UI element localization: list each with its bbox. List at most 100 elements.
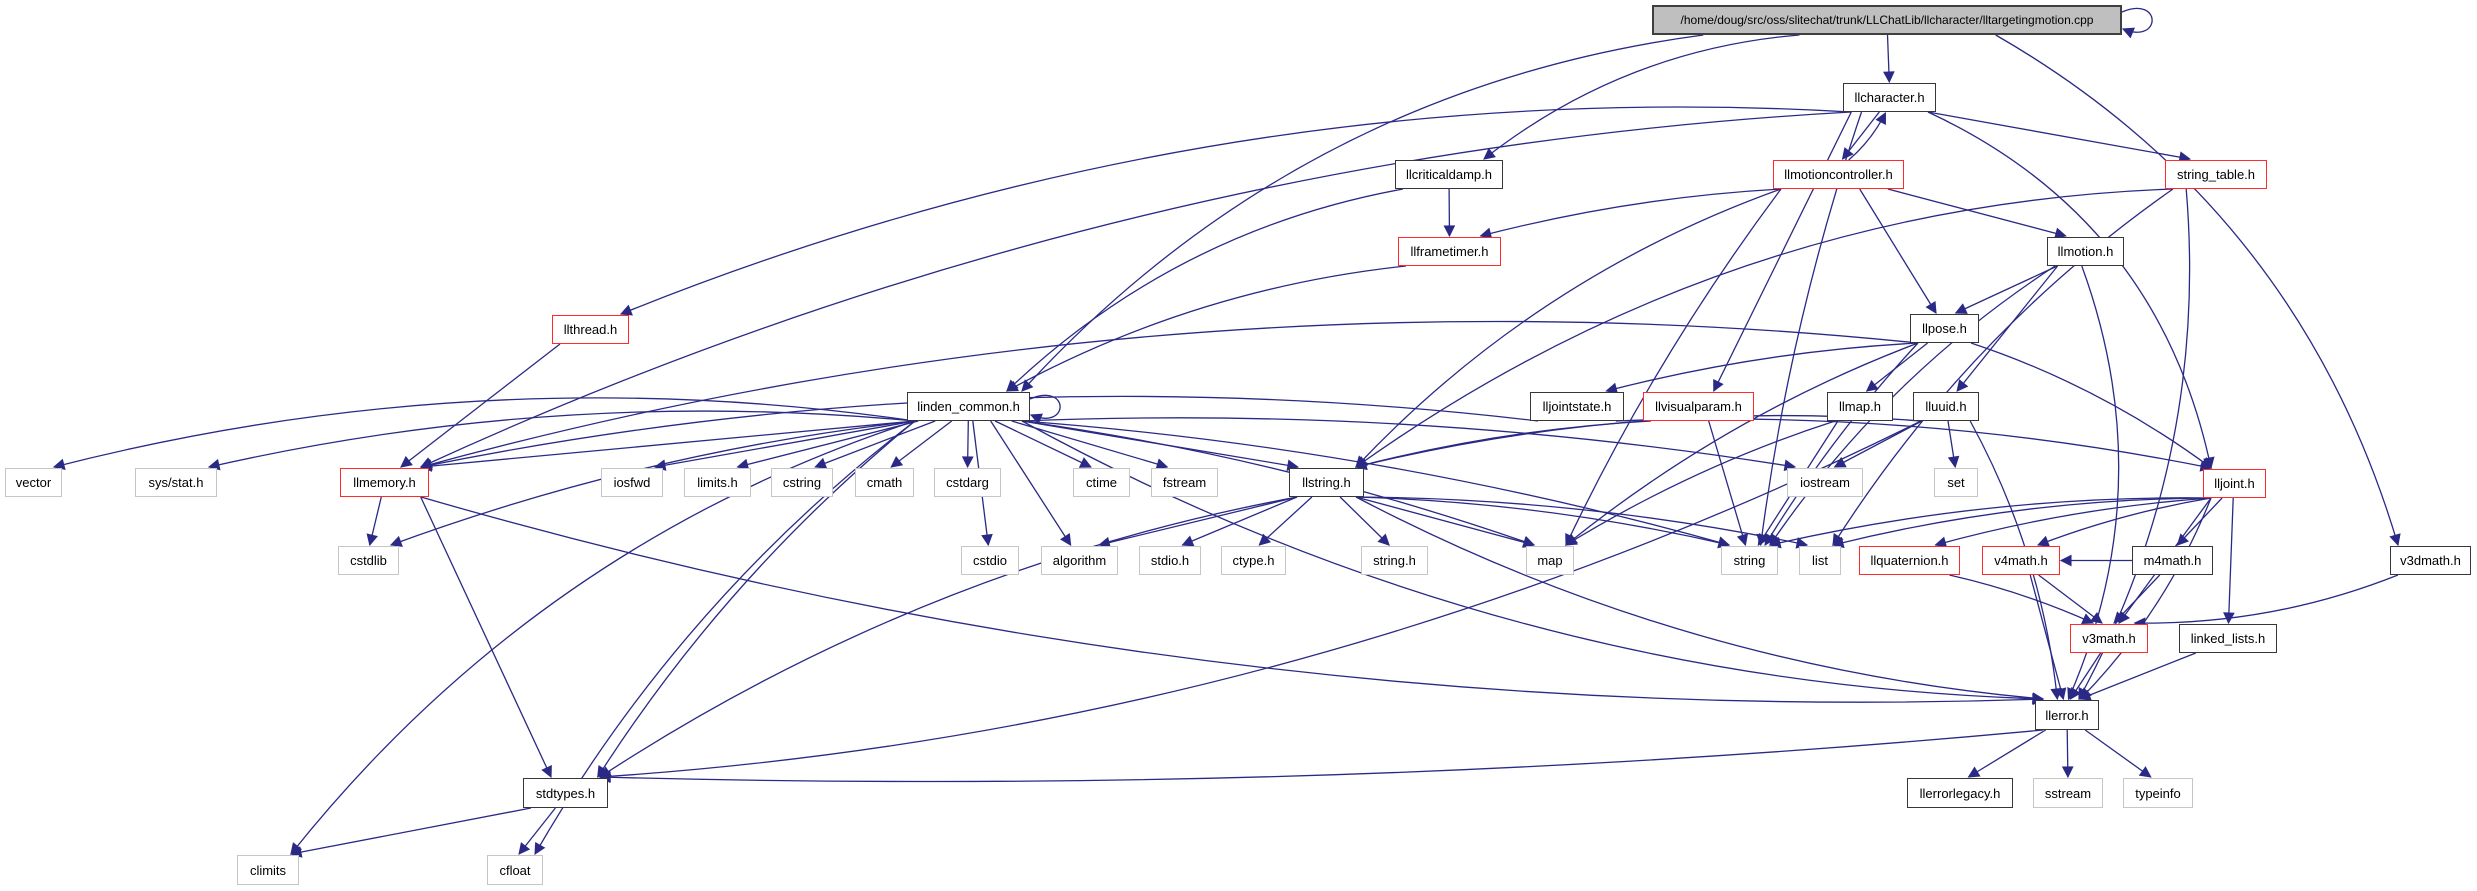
include-edge-linden_common-to-llmemory: [419, 420, 916, 472]
graph-node-m4math[interactable]: m4math.h: [2132, 546, 2213, 575]
include-edge-llstring-to-string: [1355, 496, 1731, 549]
graph-node-fstream: fstream: [1151, 468, 1218, 497]
include-edge-stdtypes-to-climits: [289, 807, 532, 858]
graph-node-stdtypes[interactable]: stdtypes.h: [523, 778, 608, 808]
graph-node-cstdio: cstdio: [961, 546, 1019, 575]
include-edge-string_table-to-list: [1832, 188, 2174, 546]
graph-node-linked_lists[interactable]: linked_lists.h: [2179, 624, 2277, 653]
include-edge-linden_common-to-climits: [290, 420, 916, 855]
graph-node-llvisualparam[interactable]: llvisualparam.h: [1643, 392, 1754, 421]
include-edge-root-to-v3dmath: [1995, 34, 2401, 547]
graph-node-limits: limits.h: [684, 468, 751, 497]
include-edge-llmotioncontroller-to-llpose: [1859, 188, 1937, 314]
graph-node-set: set: [1934, 468, 1978, 497]
include-edge-llvisualparam-to-llstring: [1354, 420, 1652, 471]
graph-node-linden_common[interactable]: linden_common.h: [907, 392, 1030, 421]
include-edge-llmemory-to-llerror: [420, 496, 2045, 706]
graph-node-string_table[interactable]: string_table.h: [2165, 160, 2267, 189]
graph-node-v3dmath[interactable]: v3dmath.h: [2390, 546, 2471, 575]
include-edge-llstring-to-algorithm: [1098, 496, 1298, 549]
include-edge-linden_common-to-iostream: [1021, 417, 1797, 472]
include-edge-llerror-to-typeinfo: [2084, 729, 2152, 778]
include-edge-llmotioncontroller-to-map: [1565, 188, 1782, 547]
include-edge-linden_common-to-map: [1021, 420, 1536, 548]
graph-node-cmath: cmath: [855, 468, 914, 497]
graph-node-lluuid[interactable]: lluuid.h: [1913, 392, 1979, 421]
include-edge-linden_common-to-cstring: [814, 420, 936, 469]
include-edge-llcharacter-to-llvisualparam: [1713, 111, 1852, 393]
graph-node-map: map: [1526, 546, 1574, 575]
include-edge-llpose-to-lljoint: [1970, 342, 2213, 469]
include-edge-llpose-to-lljointstate: [1605, 342, 1919, 395]
include-edge-linden_common-to-cstdlib: [389, 420, 916, 547]
include-edge-llstring-to-map: [1355, 496, 1536, 548]
include-edge-llerror-to-stdtypes: [598, 729, 2044, 784]
include-edge-llerror-to-sstream: [2061, 729, 2074, 779]
include-edge-llmotioncontroller-to-llcharacter: [1848, 111, 1887, 161]
graph-node-sys_stat: sys/stat.h: [135, 468, 217, 497]
graph-node-llcharacter[interactable]: llcharacter.h: [1843, 83, 1936, 112]
include-edge-llthread-to-llmemory: [400, 343, 561, 468]
graph-node-llerror[interactable]: llerror.h: [2035, 700, 2099, 730]
graph-node-cfloat: cfloat: [487, 855, 543, 885]
graph-node-llmemory[interactable]: llmemory.h: [340, 468, 429, 497]
include-edge-v4math-to-llerror: [2029, 574, 2067, 701]
include-edge-linden_common-to-vector: [52, 397, 916, 471]
graph-node-v3math[interactable]: v3math.h: [2070, 624, 2148, 653]
include-edge-linden_common-to-ctime: [994, 420, 1092, 468]
include-edge-llstring-to-ctype_h: [1258, 496, 1313, 546]
include-edge-string_table-to-llstring: [1355, 188, 2174, 468]
graph-node-string: string: [1721, 546, 1778, 575]
graph-node-lljointstate[interactable]: lljointstate.h: [1530, 392, 1624, 421]
graph-root-file-node: /home/doug/src/oss/slitechat/trunk/LLCha…: [1652, 5, 2122, 35]
include-edge-lljoint-to-list: [1831, 497, 2212, 549]
include-edge-llstring-to-list: [1355, 496, 1809, 549]
graph-node-llthread[interactable]: llthread.h: [552, 315, 629, 344]
graph-node-llerrorlegacy[interactable]: llerrorlegacy.h: [1907, 778, 2013, 808]
include-edge-llpose-to-map: [1565, 342, 1919, 546]
include-edge-linden_common-to-stdtypes: [597, 420, 916, 778]
graph-node-list: list: [1799, 546, 1841, 575]
graph-node-iosfwd: iosfwd: [601, 468, 663, 497]
include-edge-linden_common-to-linden_common: [1029, 394, 1061, 425]
include-edge-linden_common-to-sys_stat: [207, 410, 916, 471]
graph-node-algorithm: algorithm: [1041, 546, 1118, 575]
include-edge-root-to-llcharacter: [1883, 34, 1895, 84]
include-edge-llcharacter-to-llthread: [619, 106, 1852, 316]
include-edge-lljoint-to-llquaternion: [1934, 497, 2212, 548]
include-edge-llmemory-to-stdtypes: [420, 496, 552, 779]
include-edge-linden_common-to-cmath: [890, 420, 953, 468]
graph-node-llcriticaldamp[interactable]: llcriticaldamp.h: [1395, 160, 1503, 189]
include-edge-lljoint-to-m4math: [2176, 497, 2223, 546]
graph-node-ctype_h: ctype.h: [1221, 546, 1286, 575]
graph-node-typeinfo: typeinfo: [2123, 778, 2193, 808]
graph-node-llstring[interactable]: llstring.h: [1289, 468, 1364, 497]
graph-node-llframetimer[interactable]: llframetimer.h: [1398, 237, 1501, 266]
include-edge-llmotioncontroller-to-llstring: [1355, 188, 1782, 468]
graph-node-string_h: string.h: [1361, 546, 1428, 575]
include-edge-llframetimer-to-linden_common: [1005, 265, 1407, 392]
include-edge-llstring-to-stdio_h: [1181, 496, 1298, 547]
include-edge-llmap-to-map: [1565, 420, 1836, 546]
graph-node-iostream: iostream: [1787, 468, 1863, 497]
include-edge-llmotion-to-lluuid: [1956, 265, 2059, 392]
include-edge-v4math-to-v3math: [2038, 574, 2103, 624]
include-edge-linden_common-to-iosfwd: [653, 420, 916, 471]
include-edge-llstring-to-llerror: [1355, 496, 2045, 704]
include-edge-stdtypes-to-cfloat: [518, 807, 556, 855]
graph-node-llpose[interactable]: llpose.h: [1910, 314, 1979, 343]
graph-node-stdio_h: stdio.h: [1139, 546, 1201, 575]
graph-node-sstream: sstream: [2033, 778, 2103, 808]
graph-node-v4math[interactable]: v4math.h: [1982, 546, 2060, 575]
include-edge-lljointstate-to-lljoint: [1615, 418, 2213, 472]
graph-node-llmotioncontroller[interactable]: llmotioncontroller.h: [1773, 160, 1904, 189]
include-edge-llmemory-to-cstdlib: [366, 496, 382, 547]
include-edge-linden_common-to-limits: [736, 420, 919, 471]
graph-node-ctime: ctime: [1073, 468, 1130, 497]
graph-node-lljoint[interactable]: lljoint.h: [2203, 469, 2266, 498]
graph-node-llmap[interactable]: llmap.h: [1827, 392, 1893, 421]
graph-node-llmotion[interactable]: llmotion.h: [2047, 237, 2124, 266]
graph-node-llquaternion[interactable]: llquaternion.h: [1859, 546, 1960, 575]
include-edge-llpose-to-llmap: [1865, 342, 1929, 392]
